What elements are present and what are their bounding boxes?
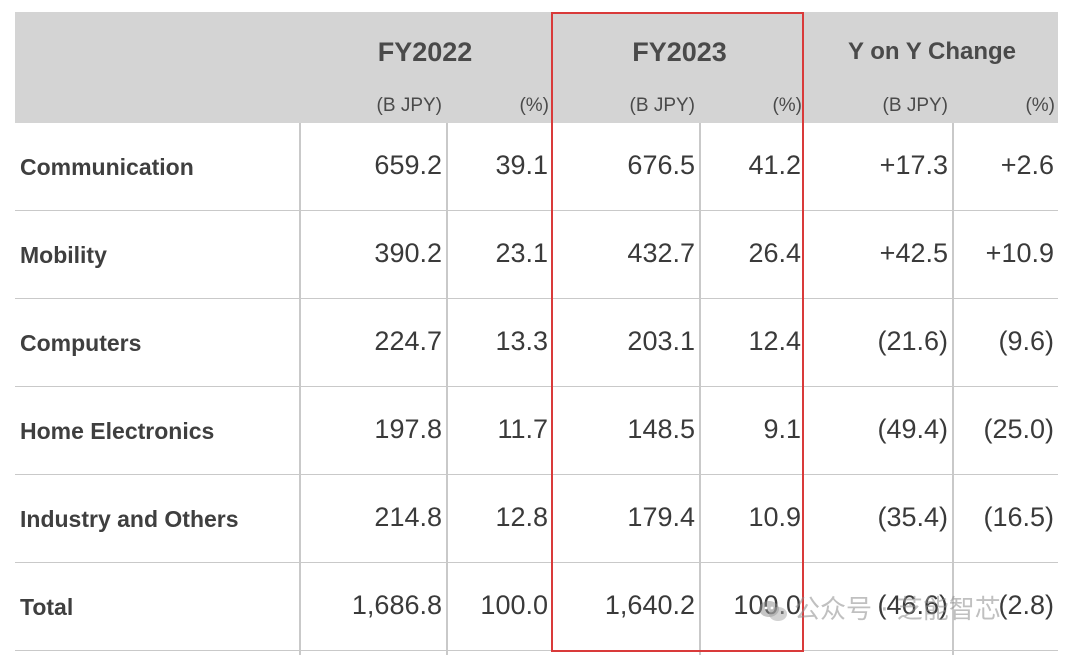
- fy2022-pct: 12.8: [495, 502, 548, 532]
- fy2023-pct: 26.4: [748, 238, 801, 268]
- yoy-amount: +42.5: [879, 238, 948, 268]
- unit-yoy-amount: (B JPY): [882, 95, 948, 116]
- segment-table: FY2022 FY2023 Y on Y Change (B JPY) (%) …: [15, 12, 1058, 655]
- fy2023-amount: 203.1: [627, 326, 695, 356]
- fy2023-pct: 12.4: [748, 326, 801, 356]
- watermark-text: 公众号 · 芝能智芯: [794, 595, 1001, 625]
- fy2023-pct: 9.1: [763, 414, 801, 444]
- yoy-pct: (9.6): [998, 326, 1054, 356]
- fy2022-pct: 23.1: [495, 238, 548, 268]
- row-label: Communication: [20, 154, 194, 180]
- fy2022-amount: 214.8: [374, 502, 442, 532]
- fy2023-pct: 41.2: [748, 150, 801, 180]
- table-row: Mobility 390.2 23.1 432.7 26.4 +42.5 +10…: [15, 211, 1058, 299]
- table-row: Computers 224.7 13.3 203.1 12.4 (21.6) (…: [15, 299, 1058, 387]
- unit-yoy-pct: (%): [1025, 95, 1055, 116]
- fy2022-amount: 224.7: [374, 326, 442, 356]
- fy2022-pct: 39.1: [495, 150, 548, 180]
- table-row: Communication 659.2 39.1 676.5 41.2 +17.…: [15, 123, 1058, 211]
- yoy-pct: (2.8): [998, 590, 1054, 620]
- column-divider: [699, 123, 701, 655]
- fy2022-pct: 11.7: [497, 414, 548, 444]
- row-label: Home Electronics: [20, 418, 215, 444]
- fy2022-amount: 197.8: [374, 414, 442, 444]
- row-label: Computers: [20, 330, 142, 356]
- header-fy2023: FY2023: [632, 37, 727, 67]
- column-divider: [299, 123, 301, 655]
- yoy-amount: (49.4): [877, 414, 948, 444]
- wechat-icon: [759, 600, 787, 621]
- unit-fy2022-pct: (%): [519, 95, 549, 116]
- fy2023-amount: 1,640.2: [604, 590, 695, 620]
- table-row: Industry and Others 214.8 12.8 179.4 10.…: [15, 475, 1058, 563]
- fy2022-amount: 659.2: [374, 150, 442, 180]
- fy2022-pct: 100.0: [480, 590, 548, 620]
- fy2023-amount: 179.4: [627, 502, 695, 532]
- fy2023-amount: 432.7: [627, 238, 695, 268]
- fy2022-pct: 13.3: [495, 326, 548, 356]
- unit-fy2023-pct: (%): [772, 95, 802, 116]
- header-yoy-change: Y on Y Change: [847, 38, 1017, 65]
- yoy-pct: (16.5): [983, 502, 1054, 532]
- fy2022-amount: 390.2: [374, 238, 442, 268]
- table-header: FY2022 FY2023 Y on Y Change (B JPY) (%) …: [15, 12, 1058, 123]
- fy2023-amount: 676.5: [627, 150, 695, 180]
- yoy-pct: (25.0): [983, 414, 1054, 444]
- unit-fy2023-amount: (B JPY): [629, 95, 695, 116]
- column-divider: [446, 123, 448, 655]
- row-label: Industry and Others: [20, 506, 239, 532]
- fy2022-amount: 1,686.8: [351, 590, 442, 620]
- table-row: Home Electronics 197.8 11.7 148.5 9.1 (4…: [15, 387, 1058, 475]
- yoy-pct: +10.9: [985, 238, 1054, 268]
- fy2023-pct: 10.9: [748, 502, 801, 532]
- yoy-pct: +2.6: [1000, 150, 1054, 180]
- unit-fy2022-amount: (B JPY): [376, 95, 442, 116]
- yoy-amount: (46.6): [877, 590, 948, 620]
- yoy-amount: (35.4): [877, 502, 948, 532]
- row-label: Mobility: [20, 242, 107, 268]
- header-fy2022: FY2022: [377, 37, 473, 67]
- yoy-amount: +17.3: [879, 150, 948, 180]
- yoy-amount: (21.6): [877, 326, 948, 356]
- fy2023-amount: 148.5: [627, 414, 695, 444]
- watermark: 公众号 · 芝能智芯: [758, 590, 1001, 630]
- row-label: Total: [20, 594, 74, 620]
- column-divider: [952, 123, 954, 655]
